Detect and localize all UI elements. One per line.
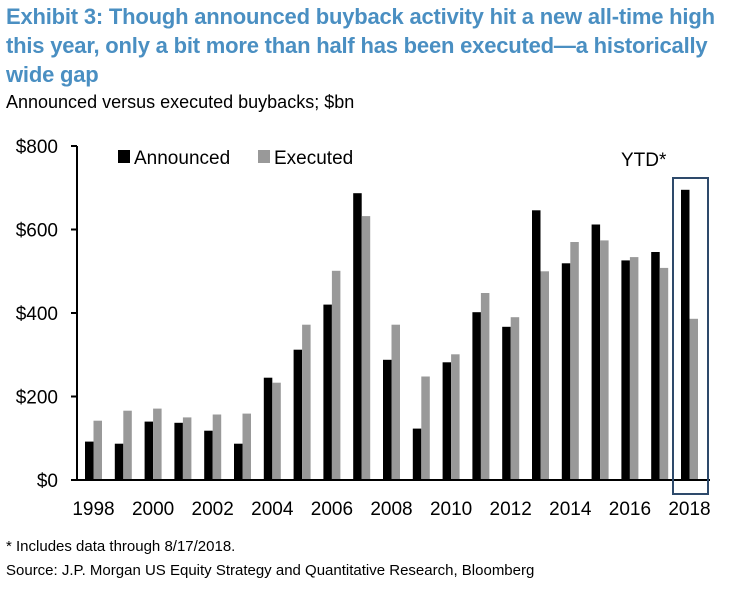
y-ticks-group: $0 $200 $400 $600 $800 (16, 137, 77, 492)
bar-announced-2011 (472, 312, 481, 480)
x-tick-label: 2006 (311, 499, 353, 520)
bar-executed-2001 (182, 417, 192, 480)
bar-executed-2008 (391, 324, 400, 480)
legend: Announced Executed (118, 148, 353, 169)
y-tick-label: $200 (16, 388, 58, 409)
bar-executed-2000 (153, 408, 162, 480)
chart-title: Exhibit 3: Though announced buyback acti… (6, 4, 715, 87)
x-tick-label: 2012 (490, 499, 532, 520)
x-tick-label: 2000 (132, 499, 174, 520)
bar-announced-2010 (442, 362, 452, 480)
legend-label-announced: Announced (134, 148, 230, 169)
x-tick-label: 2002 (192, 499, 234, 520)
x-tick-label: 2008 (370, 499, 412, 520)
bar-executed-2017 (659, 267, 669, 480)
legend-swatch-executed (258, 150, 270, 163)
y-tick-label: $0 (37, 471, 58, 492)
bar-executed-2014 (570, 242, 579, 480)
bar-announced-2015 (591, 224, 601, 480)
legend-label-executed: Executed (274, 148, 353, 169)
bar-announced-2018 (681, 189, 690, 481)
bar-executed-2004 (272, 382, 281, 480)
bar-executed-2012 (510, 317, 520, 480)
bar-executed-2015 (600, 240, 609, 480)
legend-swatch-announced (118, 150, 130, 163)
bar-executed-2006 (331, 270, 341, 480)
bar-announced-2001 (174, 422, 183, 480)
y-tick-label: $800 (16, 137, 58, 158)
source-note: Source: J.P. Morgan US Equity Strategy a… (6, 562, 535, 579)
bar-announced-1998 (85, 441, 94, 480)
bar-announced-2003 (234, 443, 243, 480)
bar-executed-2005 (302, 324, 311, 480)
bar-executed-2007 (361, 216, 371, 480)
y-tick-label: $400 (16, 304, 58, 325)
highlight-box-2018 (672, 177, 709, 495)
bar-announced-2012 (502, 326, 511, 480)
bar-announced-2013 (532, 210, 541, 481)
x-tick-label: 2018 (668, 499, 710, 520)
bar-announced-2004 (263, 377, 273, 480)
bar-announced-2002 (204, 430, 213, 480)
x-tick-label: 2004 (251, 499, 294, 520)
bar-executed-2009 (421, 376, 430, 480)
bar-announced-2007 (353, 193, 362, 480)
bar-executed-2013 (540, 271, 549, 481)
x-tick-label: 2010 (430, 499, 472, 520)
bar-executed-1998 (93, 420, 102, 480)
bar-announced-2006 (323, 304, 332, 480)
bar-announced-2000 (144, 421, 154, 480)
bar-announced-2016 (621, 260, 630, 480)
bar-executed-2016 (629, 257, 639, 480)
y-tick-label: $600 (16, 221, 58, 242)
bar-announced-2017 (651, 252, 660, 480)
bar-executed-1999 (123, 410, 132, 480)
bar-executed-2018 (689, 318, 698, 480)
bar-executed-2002 (212, 414, 222, 480)
bar-executed-2003 (242, 413, 251, 480)
bar-announced-2009 (412, 428, 422, 480)
ytd-annotation: YTD* (621, 150, 667, 171)
x-tick-label: 1998 (72, 499, 114, 520)
bar-announced-1999 (114, 443, 124, 480)
bar-announced-2005 (293, 349, 303, 480)
x-tick-label: 2014 (549, 499, 592, 520)
bars-group (85, 189, 698, 481)
x-ticks-group: 1998 2000 2002 2004 2006 2008 2010 2012 2014 2016… (72, 499, 710, 520)
bar-executed-2010 (451, 354, 460, 480)
x-tick-label: 2016 (609, 499, 651, 520)
bar-announced-2014 (561, 263, 571, 480)
bar-executed-2011 (480, 293, 490, 480)
footnote: * Includes data through 8/17/2018. (6, 538, 236, 555)
chart-subtitle: Announced versus executed buybacks; $bn (6, 92, 355, 112)
bar-announced-2008 (383, 359, 392, 480)
